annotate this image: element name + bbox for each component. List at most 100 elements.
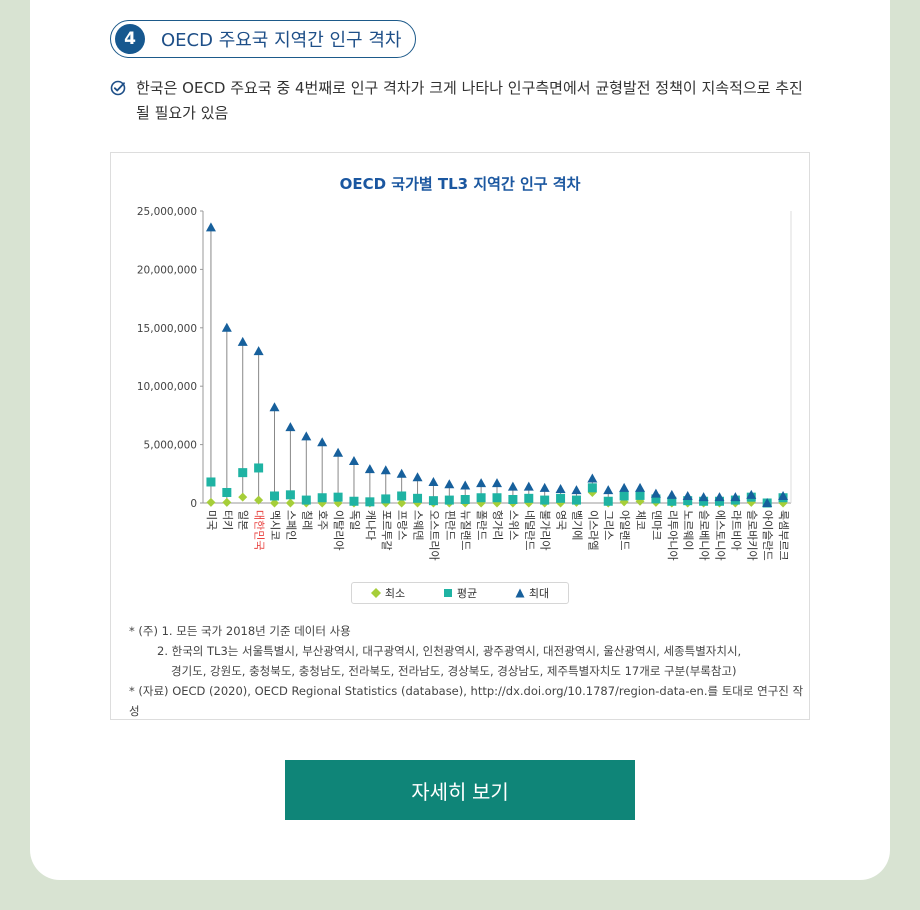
x-tick-label: 체코 [634,510,647,530]
x-tick-label: 리투아니아 [666,510,679,561]
avg-point [301,495,311,505]
legend-item-min: 최소 [370,585,406,601]
avg-point [683,496,693,506]
max-point [730,492,741,502]
y-tick-label: 5,000,000 [144,440,197,452]
max-point [507,481,518,491]
max-point [666,489,677,499]
max-point [476,478,487,488]
legend-label-max: 최대 [528,587,550,600]
avg-point [238,468,248,478]
x-tick-label: 슬로바키아 [745,510,758,561]
y-tick-label: 10,000,000 [137,381,197,393]
max-point [619,482,630,492]
avg-point [571,495,581,505]
max-point [285,422,296,432]
max-point [301,431,312,441]
section-header: 4 OECD 주요국 지역간 인구 격차 [110,20,417,58]
section-title: OECD 주요국 지역간 인구 격차 [161,30,402,51]
x-tick-label: 칠레 [300,510,313,530]
max-point [380,465,391,475]
avg-point [317,493,327,503]
avg-point [381,494,391,504]
avg-point [413,493,423,503]
x-tick-label: 스위스 [507,510,520,540]
check-circle-icon [110,80,126,96]
chart-title: OECD 국가별 TL3 지역간 인구 격차 [339,175,581,193]
x-tick-label: 포르투갈 [380,510,394,550]
x-tick-label: 대한민국 [253,510,266,550]
max-point [269,402,280,412]
x-tick-label: 이스라엘 [586,510,599,550]
x-tick-label: 불가리아 [539,510,552,550]
note-line-2: 2. 한국의 TL3는 서울특별시, 부산광역시, 대구광역시, 인천광역시, … [157,644,742,658]
legend-label-avg: 평균 [456,587,478,600]
max-point [539,482,550,492]
avg-point [556,493,566,503]
avg-point [635,490,645,500]
note-line-1: * (주) 1. 모든 국가 2018년 기준 데이터 사용 [129,624,351,638]
avg-point [587,483,597,493]
x-tick-label: 라트비아 [729,510,742,550]
x-tick-label: 프랑스 [396,510,409,540]
x-tick-label: 미국 [205,510,218,530]
max-point [205,222,216,232]
square-marker-icon [443,589,452,597]
x-tick-label: 독일 [348,510,362,530]
x-tick-label: 핀란드 [443,510,456,540]
max-point [714,492,725,502]
max-point [555,483,566,493]
avg-point [222,487,232,497]
x-tick-label: 일본 [237,510,251,530]
detail-button[interactable]: 자세히 보기 [285,760,635,820]
min-point [397,498,407,508]
y-tick-label: 15,000,000 [137,323,197,335]
x-tick-label: 멕시코 [269,510,282,540]
max-point [682,490,693,500]
triangle-marker-icon [515,588,525,598]
x-tick-label: 덴마크 [650,510,663,540]
diamond-marker-icon [370,588,381,598]
chart-container: OECD 국가별 TL3 지역간 인구 격차 25,000,000 20,000,… [110,152,810,720]
x-tick-label: 노르웨이 [682,510,695,550]
avg-point [365,497,375,507]
x-tick-label: 호주 [316,510,329,530]
x-tick-label: 아이슬란드 [761,510,774,561]
avg-point [508,494,518,504]
avg-point [460,494,470,504]
legend-label-min: 최소 [384,587,406,600]
source-note: * (자료) OECD (2020), OECD Regional Statis… [129,684,804,718]
max-point [571,485,582,495]
x-tick-label: 아일랜드 [618,510,632,550]
avg-point [603,496,613,506]
max-point [237,336,248,346]
x-tick-label: 뉴질랜드 [459,510,472,550]
avg-point [333,492,343,502]
max-point [396,468,407,478]
max-point [412,472,423,482]
summary-text: 한국은 OECD 주요국 중 4번째로 인구 격차가 크게 나타나 인구측면에서… [136,79,803,122]
avg-point [619,491,629,501]
avg-point [206,477,216,487]
avg-point [444,495,454,505]
max-point [460,480,471,490]
avg-point [524,493,534,503]
summary-bullet: 한국은 OECD 주요국 중 4번째로 인구 격차가 크게 나타나 인구측면에서… [110,76,810,126]
max-point [746,489,757,499]
x-tick-label: 스페인 [284,510,297,540]
max-point [698,492,709,502]
y-tick-label: 20,000,000 [137,264,197,276]
min-point [238,492,248,502]
x-tick-label: 헝가리 [491,510,504,540]
y-tick-label: 25,000,000 [137,206,197,218]
max-point [364,464,375,474]
x-tick-label: 캐나다 [364,510,377,540]
avg-point [714,496,724,506]
x-tick-label: 스웨덴 [412,510,425,540]
avg-point [285,490,295,500]
x-tick-label: 벨기에 [570,510,583,540]
x-tick-label: 그리스 [602,510,615,540]
chart-notes: * (주) 1. 모든 국가 2018년 기준 데이터 사용 2. 한국의 TL… [129,621,809,721]
max-point [762,498,773,507]
min-point [285,498,295,508]
